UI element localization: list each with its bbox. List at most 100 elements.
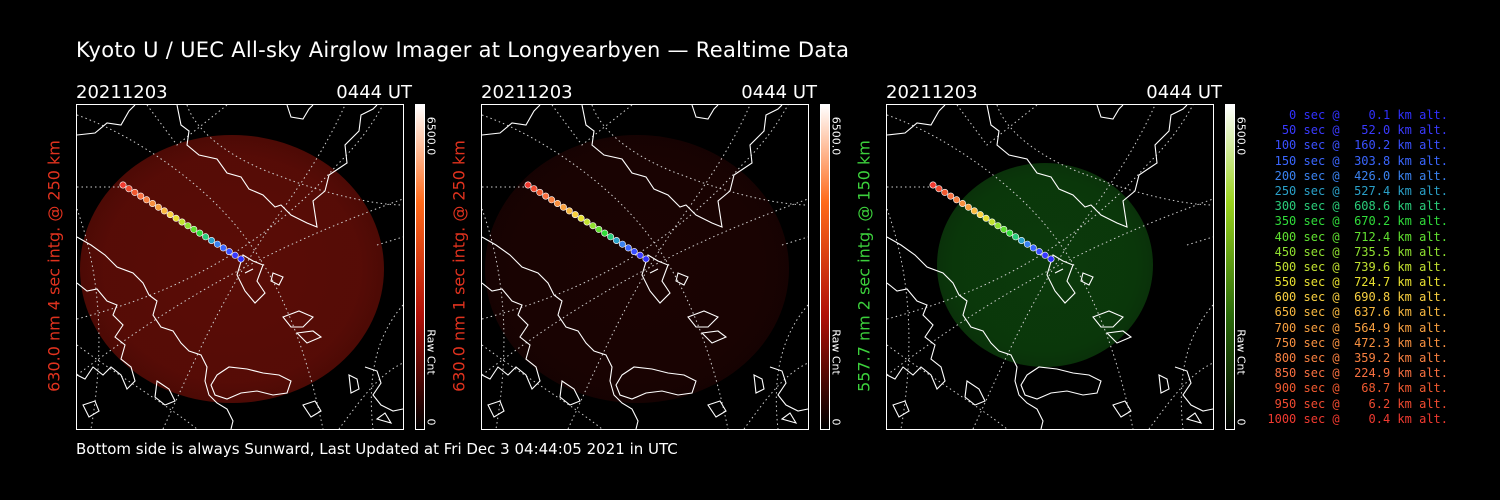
trajectory-point — [208, 237, 216, 245]
airglow-panel-630nm-4sec: 20211203 0444 UT 630.0 nm 4 sec intg. @ … — [45, 82, 496, 432]
trajectory-point — [548, 196, 556, 204]
colorbar-label: Raw Cnt — [1234, 329, 1248, 375]
grid-line — [482, 344, 603, 429]
grid-line — [887, 344, 1008, 429]
legend-row: 450 sec @ 735.5 km alt. — [1267, 244, 1448, 259]
trajectory-point — [613, 237, 621, 245]
coastline — [236, 254, 266, 304]
trajectory-point — [636, 251, 644, 259]
coastline — [707, 400, 727, 418]
trajectory-point — [624, 244, 632, 252]
allsky-map — [482, 105, 808, 429]
grid-line — [77, 344, 198, 429]
legend-row: 800 sec @ 359.2 km alt. — [1267, 351, 1448, 365]
grid-line — [591, 105, 808, 206]
coastline — [302, 400, 322, 418]
coastline — [615, 366, 697, 400]
colorbar-label: Raw Cnt — [424, 329, 438, 375]
coastline — [364, 366, 403, 412]
allsky-image[interactable] — [76, 104, 404, 430]
panel-date: 20211203 — [76, 82, 168, 103]
coastline — [210, 366, 292, 400]
coastline — [375, 412, 393, 424]
trajectory-point — [618, 240, 626, 248]
coastline — [1092, 310, 1124, 328]
coastline — [482, 236, 639, 429]
coastline — [649, 268, 659, 274]
allsky-image[interactable] — [886, 104, 1214, 430]
airglow-panel-557nm-2sec: 20211203 0444 UT 557.7 nm 2 sec intg. @ … — [855, 82, 1306, 432]
legend-row: 650 sec @ 637.6 km alt. — [1267, 305, 1448, 320]
trajectory-point — [630, 248, 638, 256]
ylabel-text: 630.0 nm 1 sec intg. @ 250 km — [449, 140, 469, 392]
coastline — [82, 400, 100, 418]
page-title: Kyoto U / UEC All-sky Airglow Imager at … — [76, 38, 850, 62]
panel-time: 0444 UT — [336, 82, 412, 103]
coastline — [154, 380, 176, 406]
legend-row: 50 sec @ 52.0 km alt. — [1267, 123, 1448, 138]
trajectory-point — [982, 214, 990, 222]
panel-date: 20211203 — [886, 82, 978, 103]
coastline — [559, 380, 581, 406]
colorbar-min: 0 — [424, 418, 438, 426]
coastline — [691, 105, 719, 120]
trajectory-point — [1000, 225, 1008, 233]
trajectory-point — [149, 200, 157, 208]
colorbar-max: 6500.0 — [829, 116, 843, 156]
coastline — [753, 374, 765, 394]
coastline — [77, 105, 136, 136]
trajectory-point — [119, 181, 127, 189]
trajectory-point — [1023, 240, 1031, 248]
trajectory-point — [213, 240, 221, 248]
legend-row: 300 sec @ 608.6 km alt. — [1267, 199, 1448, 214]
trajectory-point — [225, 248, 233, 256]
grid-line — [887, 114, 1134, 429]
trajectory-point — [994, 222, 1002, 230]
trajectory-point — [536, 188, 544, 196]
coastline — [641, 254, 671, 304]
trajectory-point — [190, 225, 198, 233]
panel-time: 0444 UT — [741, 82, 817, 103]
coastline — [675, 272, 689, 286]
trajectory-point — [589, 222, 597, 230]
coastline — [581, 105, 783, 228]
trajectory-point — [524, 181, 532, 189]
trajectory-point — [583, 218, 591, 226]
trajectory-point — [1029, 244, 1037, 252]
legend-row: 250 sec @ 527.4 km alt. — [1267, 183, 1448, 198]
coastline — [482, 105, 541, 136]
coastline — [887, 236, 1044, 429]
coastline — [1096, 105, 1124, 120]
colorbar-min: 0 — [829, 418, 843, 426]
trajectory-point — [1012, 233, 1020, 241]
coastline — [887, 105, 946, 136]
coastline — [282, 310, 314, 328]
trajectory-point — [595, 225, 603, 233]
trajectory-point — [196, 229, 204, 237]
trajectory-point — [988, 218, 996, 226]
trajectory-point — [554, 200, 562, 208]
coastline — [1046, 254, 1076, 304]
coastline — [780, 412, 798, 424]
panel-date: 20211203 — [481, 82, 573, 103]
allsky-image[interactable] — [481, 104, 809, 430]
coastline — [482, 282, 541, 390]
allsky-map — [77, 105, 403, 429]
legend-row: 700 sec @ 564.9 km alt. — [1267, 320, 1448, 335]
legend-row: 550 sec @ 724.7 km alt. — [1267, 275, 1448, 290]
grid-line — [887, 105, 1194, 320]
trajectory-point — [935, 185, 943, 193]
grid-line — [77, 198, 403, 376]
coastline — [286, 105, 314, 120]
grid-line — [1148, 362, 1213, 429]
grid-line — [77, 105, 384, 320]
panel-time: 0444 UT — [1146, 82, 1222, 103]
coastline — [887, 282, 946, 390]
coastline — [1105, 330, 1133, 344]
allsky-map — [887, 105, 1213, 429]
footer-status: Bottom side is always Sunward, Last Upda… — [76, 440, 678, 458]
coastline — [1174, 366, 1213, 412]
trajectory-point — [959, 200, 967, 208]
legend-row: 0 sec @ 0.1 km alt. — [1267, 108, 1448, 122]
trajectory-point — [1018, 237, 1026, 245]
